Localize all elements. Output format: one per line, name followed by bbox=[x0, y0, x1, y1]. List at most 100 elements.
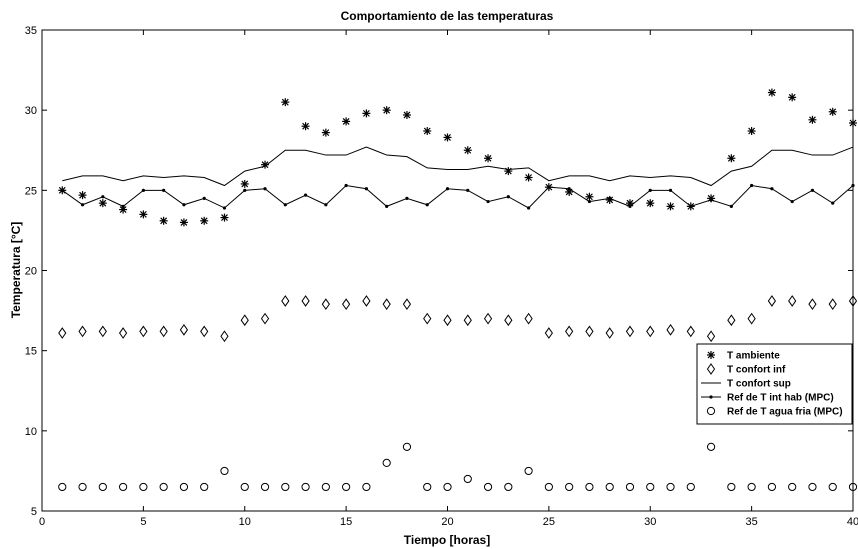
data-point-ref-de-t-agua-fria-mpc bbox=[828, 482, 837, 492]
data-point-t-confort-inf bbox=[565, 325, 574, 338]
data-point-t-confort-inf bbox=[98, 325, 107, 338]
data-point-ref-de-t-agua-fria-mpc bbox=[301, 482, 310, 492]
data-point-t-confort-inf bbox=[443, 314, 452, 327]
data-point-t-ambiente bbox=[747, 127, 756, 136]
data-point-ref-de-t-int-hab-mpc bbox=[851, 183, 855, 188]
data-point-t-confort-inf bbox=[625, 325, 635, 338]
data-point-ref-de-t-agua-fria-mpc bbox=[646, 482, 655, 492]
data-point-t-confort-inf bbox=[281, 295, 290, 307]
data-point-t-confort-inf bbox=[179, 323, 189, 336]
x-tick-label: 0 bbox=[39, 516, 45, 528]
data-point-t-confort-inf bbox=[727, 314, 736, 327]
data-point-t-confort-inf bbox=[423, 312, 432, 325]
data-point-ref-de-t-agua-fria-mpc bbox=[605, 482, 614, 492]
data-point-ref-de-t-agua-fria-mpc bbox=[727, 482, 736, 492]
data-point-ref-de-t-agua-fria-mpc bbox=[281, 482, 290, 492]
data-point-t-confort-inf bbox=[605, 327, 614, 339]
legend-marker-ref-de-t-int-hab-mpc bbox=[709, 395, 713, 399]
data-point-t-confort-inf bbox=[220, 330, 229, 343]
data-point-t-confort-inf bbox=[828, 298, 837, 311]
data-point-ref-de-t-int-hab-mpc bbox=[466, 188, 470, 192]
data-point-t-ambiente bbox=[849, 118, 857, 127]
x-tick-label: 20 bbox=[441, 516, 453, 528]
data-point-ref-de-t-agua-fria-mpc bbox=[382, 458, 391, 467]
data-point-ref-de-t-agua-fria-mpc bbox=[58, 482, 67, 492]
data-point-ref-de-t-agua-fria-mpc bbox=[78, 482, 87, 492]
data-point-ref-de-t-agua-fria-mpc bbox=[443, 482, 452, 492]
data-point-t-confort-inf bbox=[118, 327, 128, 339]
data-point-t-confort-inf bbox=[544, 327, 553, 339]
data-point-ref-de-t-agua-fria-mpc bbox=[98, 482, 107, 492]
data-point-ref-de-t-int-hab-mpc bbox=[506, 195, 510, 199]
data-point-ref-de-t-int-hab-mpc bbox=[790, 199, 794, 204]
data-point-ref-de-t-agua-fria-mpc bbox=[524, 466, 533, 476]
data-point-t-ambiente bbox=[788, 93, 797, 102]
data-point-t-ambiente bbox=[423, 127, 432, 136]
data-point-ref-de-t-int-hab-mpc bbox=[80, 203, 85, 207]
data-point-t-ambiente bbox=[301, 122, 310, 131]
data-point-t-confort-inf bbox=[382, 298, 391, 311]
data-point-ref-de-t-int-hab-mpc bbox=[608, 196, 612, 200]
data-point-t-confort-inf bbox=[524, 312, 533, 325]
x-tick-label: 40 bbox=[847, 516, 858, 528]
data-point-ref-de-t-int-hab-mpc bbox=[527, 206, 531, 210]
data-point-t-ambiente bbox=[666, 202, 675, 211]
data-point-ref-de-t-agua-fria-mpc bbox=[240, 482, 249, 492]
data-point-ref-de-t-agua-fria-mpc bbox=[585, 482, 594, 492]
y-tick-label: 30 bbox=[25, 105, 37, 117]
y-tick-label: 25 bbox=[25, 185, 37, 197]
data-point-t-ambiente bbox=[139, 210, 148, 219]
y-tick-label: 15 bbox=[25, 346, 37, 358]
data-point-t-confort-inf bbox=[321, 298, 330, 311]
data-point-t-confort-inf bbox=[463, 314, 472, 327]
data-point-t-confort-inf bbox=[808, 298, 817, 311]
legend: T ambiente T confort inf T confort sup Ref … bbox=[696, 343, 853, 425]
data-point-ref-de-t-int-hab-mpc bbox=[689, 204, 693, 208]
data-point-t-confort-inf bbox=[58, 327, 67, 339]
data-point-ref-de-t-agua-fria-mpc bbox=[139, 482, 148, 492]
data-point-ref-de-t-int-hab-mpc bbox=[750, 183, 754, 188]
data-point-ref-de-t-int-hab-mpc bbox=[121, 204, 125, 208]
data-point-t-ambiente bbox=[767, 88, 776, 97]
data-point-ref-de-t-int-hab-mpc bbox=[182, 203, 186, 207]
data-point-ref-de-t-int-hab-mpc bbox=[628, 204, 632, 208]
data-point-t-confort-inf bbox=[767, 295, 777, 307]
data-point-t-confort-inf bbox=[362, 295, 371, 307]
data-point-t-ambiente bbox=[828, 107, 837, 116]
data-point-t-ambiente bbox=[321, 128, 330, 137]
data-point-ref-de-t-agua-fria-mpc bbox=[321, 482, 330, 492]
legend-marker-t-ambiente bbox=[707, 351, 715, 359]
data-point-t-confort-inf bbox=[666, 323, 675, 336]
data-point-t-ambiente bbox=[159, 216, 168, 225]
y-tick-label: 10 bbox=[25, 426, 37, 438]
y-axis-title: Temperatura [°C] bbox=[9, 222, 23, 319]
data-point-ref-de-t-agua-fria-mpc bbox=[119, 482, 128, 492]
data-point-t-confort-inf bbox=[200, 325, 209, 338]
data-point-t-confort-inf bbox=[402, 298, 412, 311]
data-point-ref-de-t-agua-fria-mpc bbox=[625, 482, 635, 492]
data-point-t-confort-inf bbox=[139, 325, 148, 338]
y-tick-label: 35 bbox=[25, 25, 37, 37]
data-point-ref-de-t-agua-fria-mpc bbox=[767, 482, 777, 492]
data-point-t-ambiente bbox=[646, 199, 655, 208]
data-point-t-confort-inf bbox=[78, 325, 87, 338]
legend-marker-ref-de-t-agua-fria-mpc bbox=[706, 406, 716, 416]
data-point-t-ambiente bbox=[402, 110, 411, 119]
data-point-ref-de-t-int-hab-mpc bbox=[567, 187, 571, 191]
data-point-ref-de-t-agua-fria-mpc bbox=[159, 482, 168, 492]
data-point-t-ambiente bbox=[382, 106, 391, 115]
data-point-ref-de-t-int-hab-mpc bbox=[445, 187, 450, 191]
x-tick-label: 30 bbox=[644, 516, 656, 528]
x-tick-label: 15 bbox=[340, 516, 352, 528]
data-point-ref-de-t-agua-fria-mpc bbox=[402, 442, 412, 451]
data-point-ref-de-t-agua-fria-mpc bbox=[788, 482, 797, 492]
x-tick-label: 5 bbox=[140, 516, 146, 528]
data-point-t-confort-inf bbox=[504, 314, 513, 327]
data-point-t-ambiente bbox=[200, 216, 209, 225]
data-point-t-ambiente bbox=[504, 167, 513, 176]
data-point-ref-de-t-int-hab-mpc bbox=[587, 199, 592, 204]
data-point-ref-de-t-agua-fria-mpc bbox=[747, 482, 756, 492]
data-point-t-ambiente bbox=[362, 109, 371, 118]
data-point-ref-de-t-int-hab-mpc bbox=[405, 196, 409, 200]
